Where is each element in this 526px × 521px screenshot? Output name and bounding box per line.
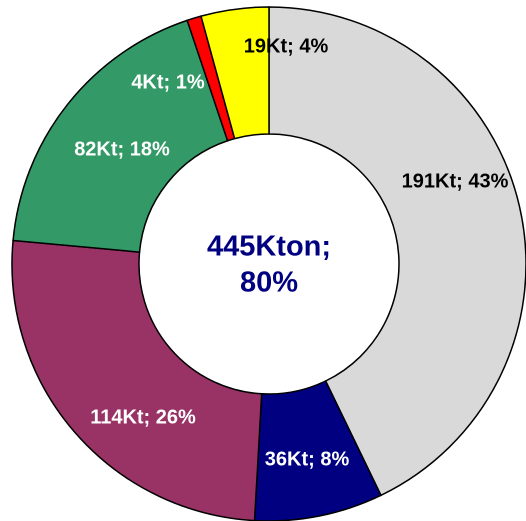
slice-label: 19Kt; 4% (244, 35, 329, 57)
donut-slice (12, 19, 229, 253)
center-label: 445Kton; (207, 231, 331, 263)
slice-label: 82Kt; 18% (74, 138, 170, 160)
slice-label: 36Kt; 8% (265, 448, 350, 470)
donut-slice (11, 239, 263, 521)
center-label: 80% (240, 267, 298, 299)
slice-label: 4Kt; 1% (131, 71, 205, 93)
slice-label: 114Kt; 26% (90, 406, 196, 428)
donut-slice (200, 6, 270, 140)
slice-label: 191Kt; 43% (402, 170, 509, 192)
donut-slice (268, 6, 526, 497)
